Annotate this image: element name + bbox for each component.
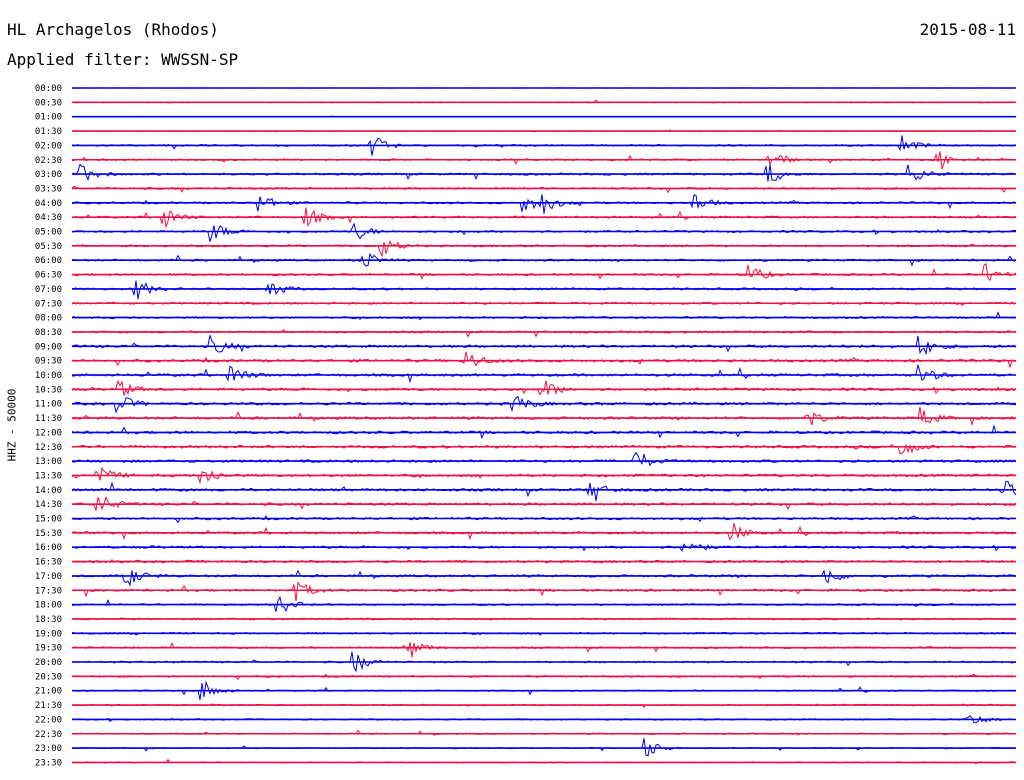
row-time-label: 20:00 [35,658,62,668]
row-time-label: 16:00 [35,543,62,553]
trace-row [71,222,1016,242]
trace-row [71,379,1017,396]
row-time-label: 16:30 [35,558,62,568]
row-time-label: 09:00 [35,342,62,352]
trace-row [71,194,1017,214]
trace-row [71,642,1016,658]
row-time-label: 19:00 [35,629,62,639]
row-time-label: 02:00 [35,141,62,151]
row-time-label: 17:00 [35,572,62,582]
row-time-label: 04:00 [35,199,62,209]
row-time-label: 23:00 [35,744,62,754]
date-label: 2015-08-11 [919,20,1016,39]
row-time-label: 21:00 [35,687,62,697]
row-time-label: 11:30 [35,414,62,424]
trace-row [71,480,1017,502]
row-time-label: 07:30 [35,299,62,309]
row-time-label: 08:30 [35,328,62,338]
row-time-label: 04:30 [35,213,62,223]
row-time-label: 19:30 [35,644,62,654]
row-time-label: 11:00 [35,400,62,410]
row-time-label: 10:30 [35,385,62,395]
row-time-label: 21:30 [35,701,62,711]
trace-row [71,163,1017,182]
row-time-label: 13:00 [35,457,62,467]
row-time-label: 06:30 [35,271,62,281]
trace-row [71,351,1017,369]
row-time-label: 23:30 [35,758,62,768]
trace-row [71,738,1017,757]
row-time-label: 14:30 [35,500,62,510]
row-time-label: 03:00 [35,170,62,180]
row-time-label: 22:30 [35,730,62,740]
row-time-label: 09:30 [35,357,62,367]
trace-row [71,263,1017,282]
row-time-label: 01:30 [35,127,62,137]
row-time-label: 22:00 [35,715,62,725]
trace-row [71,311,1017,321]
trace-row [71,280,1017,300]
row-time-label: 08:00 [35,314,62,324]
row-time-label: 15:00 [35,515,62,525]
row-time-label: 17:30 [35,586,62,596]
row-time-label: 12:00 [35,428,62,438]
row-time-label: 10:00 [35,371,62,381]
row-time-label: 20:30 [35,672,62,682]
row-time-label: 18:30 [35,615,62,625]
trace-row [71,451,1017,467]
trace-row [71,329,1017,338]
trace-row [71,569,1017,587]
row-time-label: 02:30 [35,156,62,166]
row-time-label: 15:30 [35,529,62,539]
row-time-label: 07:00 [35,285,62,295]
filter-label: Applied filter: WWSSN-SP [7,50,239,69]
trace-row [71,335,1017,356]
trace-row [71,729,1017,736]
row-time-label: 03:30 [35,184,62,194]
row-time-label: 01:00 [35,113,62,123]
row-time-label: 13:30 [35,471,62,481]
row-time-label: 05:30 [35,242,62,252]
trace-row [71,406,1017,427]
row-time-label: 00:00 [35,84,62,94]
row-time-label: 06:00 [35,256,62,266]
station-title: HL Archagelos (Rhodos) [7,20,219,39]
row-time-label: 14:00 [35,486,62,496]
trace-row [71,240,1017,258]
trace-row [72,364,1017,384]
trace-row [71,522,1017,541]
row-time-label: 05:00 [35,228,62,238]
row-time-label: 12:30 [35,443,62,453]
row-time-label: 00:30 [35,98,62,108]
trace-row [71,581,1017,602]
row-time-label: 18:00 [35,601,62,611]
